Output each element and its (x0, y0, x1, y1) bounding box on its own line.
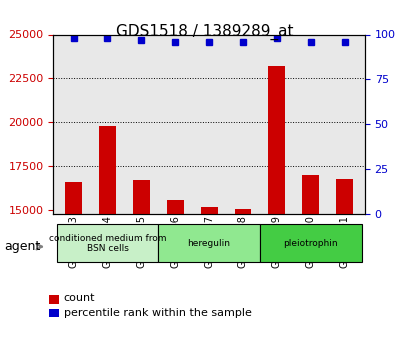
Text: agent: agent (4, 240, 40, 253)
Bar (301, 175, 318, 345)
Bar (335, 179, 352, 345)
Text: conditioned medium from
BSN cells: conditioned medium from BSN cells (49, 234, 166, 253)
Bar (99, 126, 116, 345)
FancyBboxPatch shape (259, 224, 361, 262)
Text: percentile rank within the sample: percentile rank within the sample (63, 308, 251, 318)
Bar (234, 209, 251, 345)
Text: count: count (63, 294, 95, 303)
Bar (200, 207, 217, 345)
FancyBboxPatch shape (56, 224, 158, 262)
Bar (65, 182, 82, 345)
Text: GDS1518 / 1389289_at: GDS1518 / 1389289_at (116, 24, 293, 40)
Bar (133, 180, 149, 345)
Bar (268, 66, 285, 345)
Text: heregulin: heregulin (187, 239, 230, 248)
FancyBboxPatch shape (158, 224, 259, 262)
Bar (166, 200, 183, 345)
Text: pleiotrophin: pleiotrophin (283, 239, 337, 248)
